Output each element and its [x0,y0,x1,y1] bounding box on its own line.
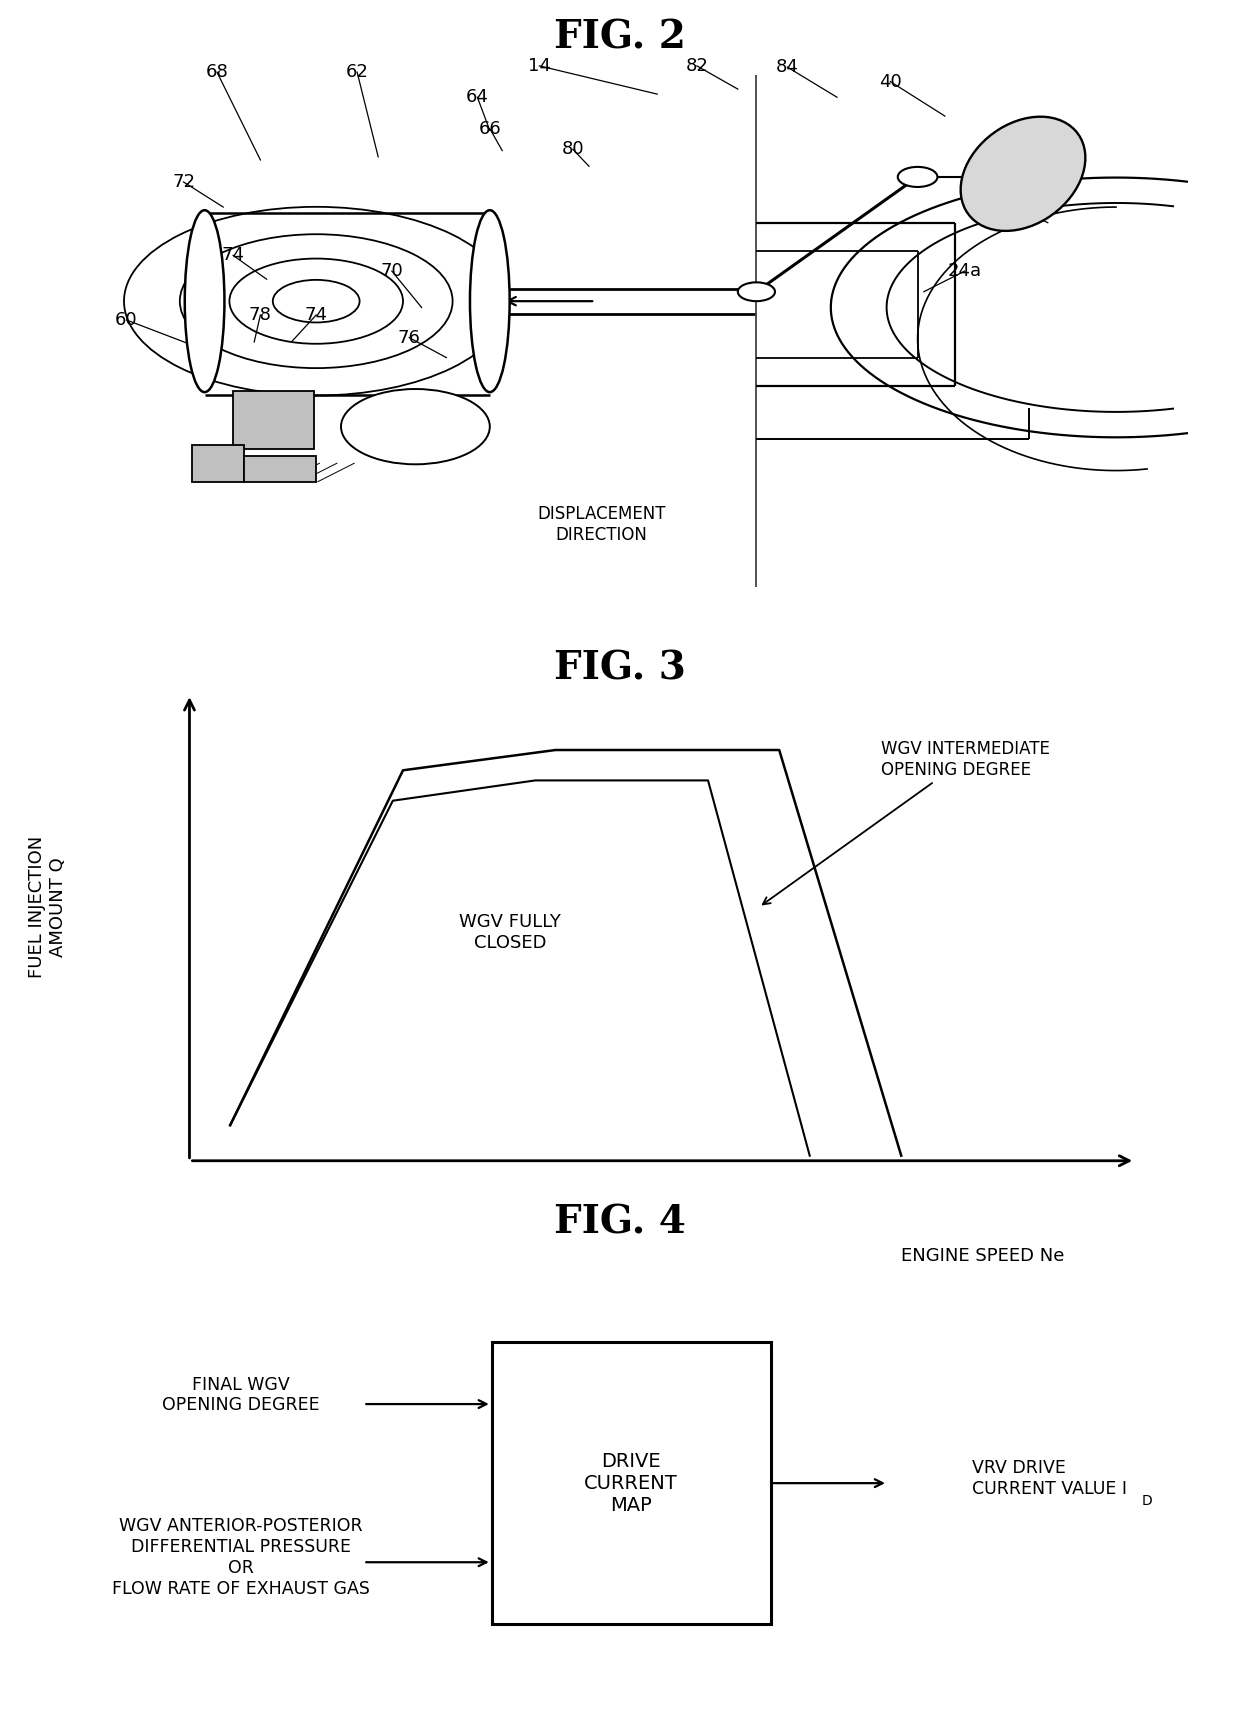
Text: DRIVE
CURRENT
MAP: DRIVE CURRENT MAP [584,1451,678,1514]
Text: 76: 76 [398,328,420,347]
Bar [491,1343,771,1624]
Text: 40: 40 [879,72,901,91]
Text: 60: 60 [115,311,138,328]
Text: 74: 74 [305,306,327,323]
Text: 78: 78 [249,306,272,323]
Text: 70: 70 [381,261,403,280]
Ellipse shape [470,210,510,392]
Text: FIG. 2: FIG. 2 [554,19,686,57]
Text: FUEL INJECTION
AMOUNT Q: FUEL INJECTION AMOUNT Q [27,835,67,978]
Circle shape [341,388,490,464]
Text: WGV FULLY
CLOSED: WGV FULLY CLOSED [459,913,560,952]
Text: 84: 84 [776,58,799,76]
Text: FIG. 3: FIG. 3 [554,650,686,688]
Text: 72: 72 [172,174,195,191]
Text: FIG. 4: FIG. 4 [554,1203,686,1241]
Text: 14: 14 [528,57,551,76]
Text: VRV DRIVE
CURRENT VALUE I: VRV DRIVE CURRENT VALUE I [972,1459,1126,1497]
Ellipse shape [961,117,1085,230]
Bar [233,390,314,449]
Text: 24a: 24a [947,261,982,280]
Text: 74: 74 [222,246,244,265]
Bar [244,456,316,481]
Text: FINAL WGV
OPENING DEGREE: FINAL WGV OPENING DEGREE [161,1375,320,1415]
Text: 36: 36 [987,189,1009,206]
Circle shape [738,282,775,301]
Bar [192,445,244,481]
Text: D: D [1141,1494,1152,1508]
Text: WGV INTERMEDIATE
OPENING DEGREE: WGV INTERMEDIATE OPENING DEGREE [763,739,1050,904]
Text: WGV ANTERIOR-POSTERIOR
DIFFERENTIAL PRESSURE
OR
FLOW RATE OF EXHAUST GAS: WGV ANTERIOR-POSTERIOR DIFFERENTIAL PRES… [112,1518,370,1599]
Text: 80: 80 [562,141,584,158]
Text: ENGINE SPEED Ne: ENGINE SPEED Ne [901,1246,1064,1265]
Circle shape [898,167,937,187]
Text: 62: 62 [346,64,368,81]
Text: DISPLACEMENT
DIRECTION: DISPLACEMENT DIRECTION [537,505,666,543]
Text: 82: 82 [686,57,708,76]
Text: 68: 68 [206,64,228,81]
Text: 64: 64 [466,88,489,107]
Ellipse shape [185,210,224,392]
Text: 66: 66 [479,120,501,138]
